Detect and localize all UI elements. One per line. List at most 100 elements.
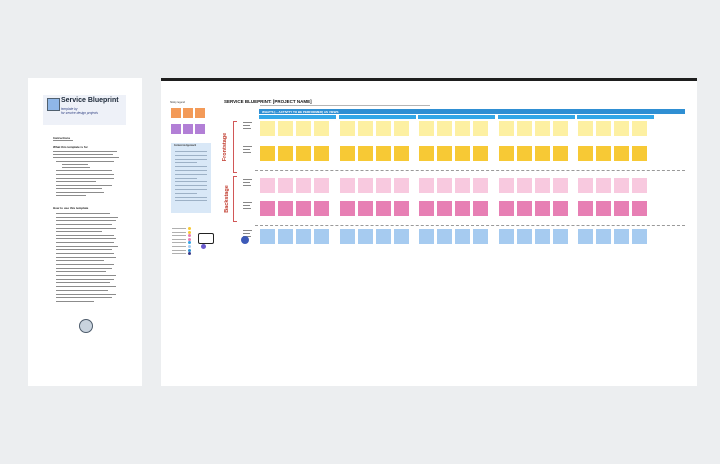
sticky-note[interactable] [375, 178, 391, 193]
sticky-note[interactable] [437, 178, 452, 193]
sticky-note[interactable] [516, 121, 532, 136]
sticky-note[interactable] [419, 178, 434, 193]
sticky-note[interactable] [596, 121, 611, 136]
sticky-note[interactable] [437, 201, 452, 216]
sticky-note[interactable] [375, 229, 391, 244]
sticky-note[interactable] [339, 229, 355, 244]
stage-header[interactable] [418, 115, 495, 119]
sticky-note[interactable] [314, 201, 329, 216]
stage-header[interactable] [577, 115, 654, 119]
sticky-note[interactable] [296, 229, 311, 244]
sticky-note[interactable] [278, 146, 293, 161]
sticky-note[interactable] [314, 178, 329, 193]
sticky-note[interactable] [534, 121, 550, 136]
stage-header[interactable] [338, 115, 416, 119]
sticky-note[interactable] [260, 121, 275, 136]
sticky-note[interactable] [278, 178, 293, 193]
sticky-note[interactable] [552, 229, 568, 244]
sticky-note[interactable] [314, 229, 329, 244]
sticky-note[interactable] [614, 178, 629, 193]
sticky-note[interactable] [473, 229, 488, 244]
chat-bubble-icon[interactable] [198, 233, 214, 244]
sticky-note[interactable] [534, 229, 550, 244]
sticky-note[interactable] [516, 146, 532, 161]
sticky-note[interactable] [614, 229, 629, 244]
sticky-note[interactable] [375, 146, 391, 161]
sticky-note[interactable] [357, 146, 373, 161]
sticky-note[interactable] [516, 178, 532, 193]
sticky-note[interactable] [578, 121, 593, 136]
sticky-note[interactable] [357, 229, 373, 244]
sticky-note[interactable] [393, 201, 409, 216]
sticky-note[interactable] [339, 121, 355, 136]
sticky-note[interactable] [260, 229, 275, 244]
sticky-note[interactable] [339, 201, 355, 216]
comment-dot-icon[interactable] [201, 244, 206, 249]
sticky-note[interactable] [393, 146, 409, 161]
sticky-note[interactable] [578, 201, 593, 216]
legend-swatch[interactable] [195, 124, 205, 134]
legend-swatch[interactable] [195, 108, 205, 118]
sticky-note[interactable] [516, 201, 532, 216]
sticky-note[interactable] [455, 121, 470, 136]
journey-bar[interactable] [259, 109, 685, 114]
sticky-note[interactable] [278, 201, 293, 216]
sticky-note[interactable] [473, 121, 488, 136]
sticky-note[interactable] [314, 121, 329, 136]
sticky-note[interactable] [596, 229, 611, 244]
sticky-note[interactable] [419, 146, 434, 161]
sticky-note[interactable] [455, 201, 470, 216]
stage-header[interactable] [259, 115, 336, 119]
sticky-note[interactable] [596, 178, 611, 193]
sticky-note[interactable] [357, 121, 373, 136]
sticky-note[interactable] [498, 178, 514, 193]
sticky-note[interactable] [596, 146, 611, 161]
sticky-note[interactable] [419, 201, 434, 216]
sticky-note[interactable] [393, 121, 409, 136]
sticky-note[interactable] [455, 229, 470, 244]
sticky-note[interactable] [632, 201, 647, 216]
sticky-note[interactable] [632, 121, 647, 136]
sticky-note[interactable] [339, 178, 355, 193]
sticky-note[interactable] [473, 201, 488, 216]
sticky-note[interactable] [614, 121, 629, 136]
sticky-note[interactable] [437, 229, 452, 244]
sticky-note[interactable] [516, 229, 532, 244]
sticky-note[interactable] [596, 201, 611, 216]
sticky-note[interactable] [296, 201, 311, 216]
sticky-note[interactable] [419, 229, 434, 244]
sticky-note[interactable] [498, 146, 514, 161]
sticky-note[interactable] [578, 146, 593, 161]
legend-swatch[interactable] [183, 124, 193, 134]
legend-swatch[interactable] [183, 108, 193, 118]
sticky-note[interactable] [375, 201, 391, 216]
sticky-note[interactable] [552, 178, 568, 193]
sticky-note[interactable] [455, 146, 470, 161]
sticky-note[interactable] [552, 201, 568, 216]
sticky-note[interactable] [498, 201, 514, 216]
sticky-note[interactable] [393, 229, 409, 244]
sticky-note[interactable] [473, 178, 488, 193]
sticky-note[interactable] [357, 201, 373, 216]
sticky-note[interactable] [296, 178, 311, 193]
sticky-note[interactable] [260, 178, 275, 193]
sticky-note[interactable] [357, 178, 373, 193]
sticky-note[interactable] [473, 146, 488, 161]
sticky-note[interactable] [614, 146, 629, 161]
sticky-note[interactable] [260, 201, 275, 216]
sticky-note[interactable] [498, 229, 514, 244]
sticky-note[interactable] [296, 146, 311, 161]
sticky-note[interactable] [314, 146, 329, 161]
sticky-note[interactable] [552, 146, 568, 161]
sticky-note[interactable] [455, 178, 470, 193]
sticky-note[interactable] [339, 146, 355, 161]
sticky-note[interactable] [419, 121, 434, 136]
sticky-note[interactable] [437, 146, 452, 161]
sticky-note[interactable] [393, 178, 409, 193]
sticky-note[interactable] [278, 229, 293, 244]
sticky-note[interactable] [632, 178, 647, 193]
sticky-note[interactable] [437, 121, 452, 136]
legend-swatch[interactable] [171, 124, 181, 134]
sticky-note[interactable] [296, 121, 311, 136]
sticky-note[interactable] [375, 121, 391, 136]
